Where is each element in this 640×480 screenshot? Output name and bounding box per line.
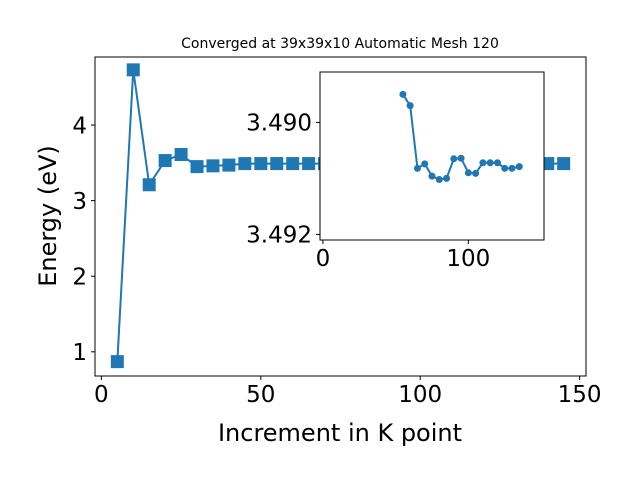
main-data-point xyxy=(110,355,124,369)
x-axis-label: Increment in K point xyxy=(218,419,462,447)
main-frame xyxy=(94,56,587,377)
inset-background xyxy=(320,72,544,240)
main-y-tick-label: 4 xyxy=(72,113,87,139)
main-data-point xyxy=(286,157,300,171)
main-x-tick-label: 100 xyxy=(398,382,442,408)
main-data-point xyxy=(190,160,204,174)
inset-data-point xyxy=(443,174,451,182)
main-y-tick-label: 1 xyxy=(72,340,87,366)
main-data-point xyxy=(238,157,252,171)
main-data-point xyxy=(222,158,236,172)
chart-title: Converged at 39x39x10 Automatic Mesh 120 xyxy=(181,36,499,52)
inset-y-tick-label: 3.490 xyxy=(246,111,312,137)
main-data-point xyxy=(302,157,316,171)
inset-x-tick-label: 100 xyxy=(446,246,490,272)
main-data-point xyxy=(254,157,268,171)
main-x-tick-label: 0 xyxy=(94,382,109,408)
main-data-point xyxy=(557,157,571,171)
inset-data-point xyxy=(435,176,443,184)
inset-data-point xyxy=(493,159,501,167)
inset-data-point xyxy=(508,164,516,172)
inset-data-point xyxy=(501,164,509,172)
main-y-tick-label: 3 xyxy=(72,189,87,215)
main-data-point xyxy=(158,154,172,168)
main-data-point xyxy=(270,157,284,171)
inset-data-point xyxy=(450,155,458,163)
main-data-point xyxy=(206,159,220,173)
main-y-tick-label: 2 xyxy=(72,264,87,290)
main-data-point xyxy=(174,148,188,162)
inset-plot: 0 100 3.490 3.492 xyxy=(246,71,545,272)
main-x-tick-label: 50 xyxy=(246,382,275,408)
inset-data-point xyxy=(472,169,480,177)
inset-y-tick-label: 3.492 xyxy=(246,223,312,249)
inset-data-point xyxy=(464,169,472,177)
inset-x-tick-label: 0 xyxy=(316,246,331,272)
y-axis-label: Energy (eV) xyxy=(34,145,62,287)
inset-data-point xyxy=(515,163,523,171)
inset-data-point xyxy=(428,172,436,180)
inset-data-point xyxy=(479,159,487,167)
main-x-tick-label: 150 xyxy=(558,382,602,408)
inset-data-point xyxy=(399,90,407,98)
main-data-point xyxy=(126,63,140,77)
inset-data-point xyxy=(486,159,494,167)
inset-data-point xyxy=(406,102,414,110)
inset-frame xyxy=(319,71,545,241)
main-data-point xyxy=(142,178,156,192)
inset-data-point xyxy=(457,154,465,162)
inset-data-point xyxy=(413,164,421,172)
inset-data-point xyxy=(421,160,429,168)
